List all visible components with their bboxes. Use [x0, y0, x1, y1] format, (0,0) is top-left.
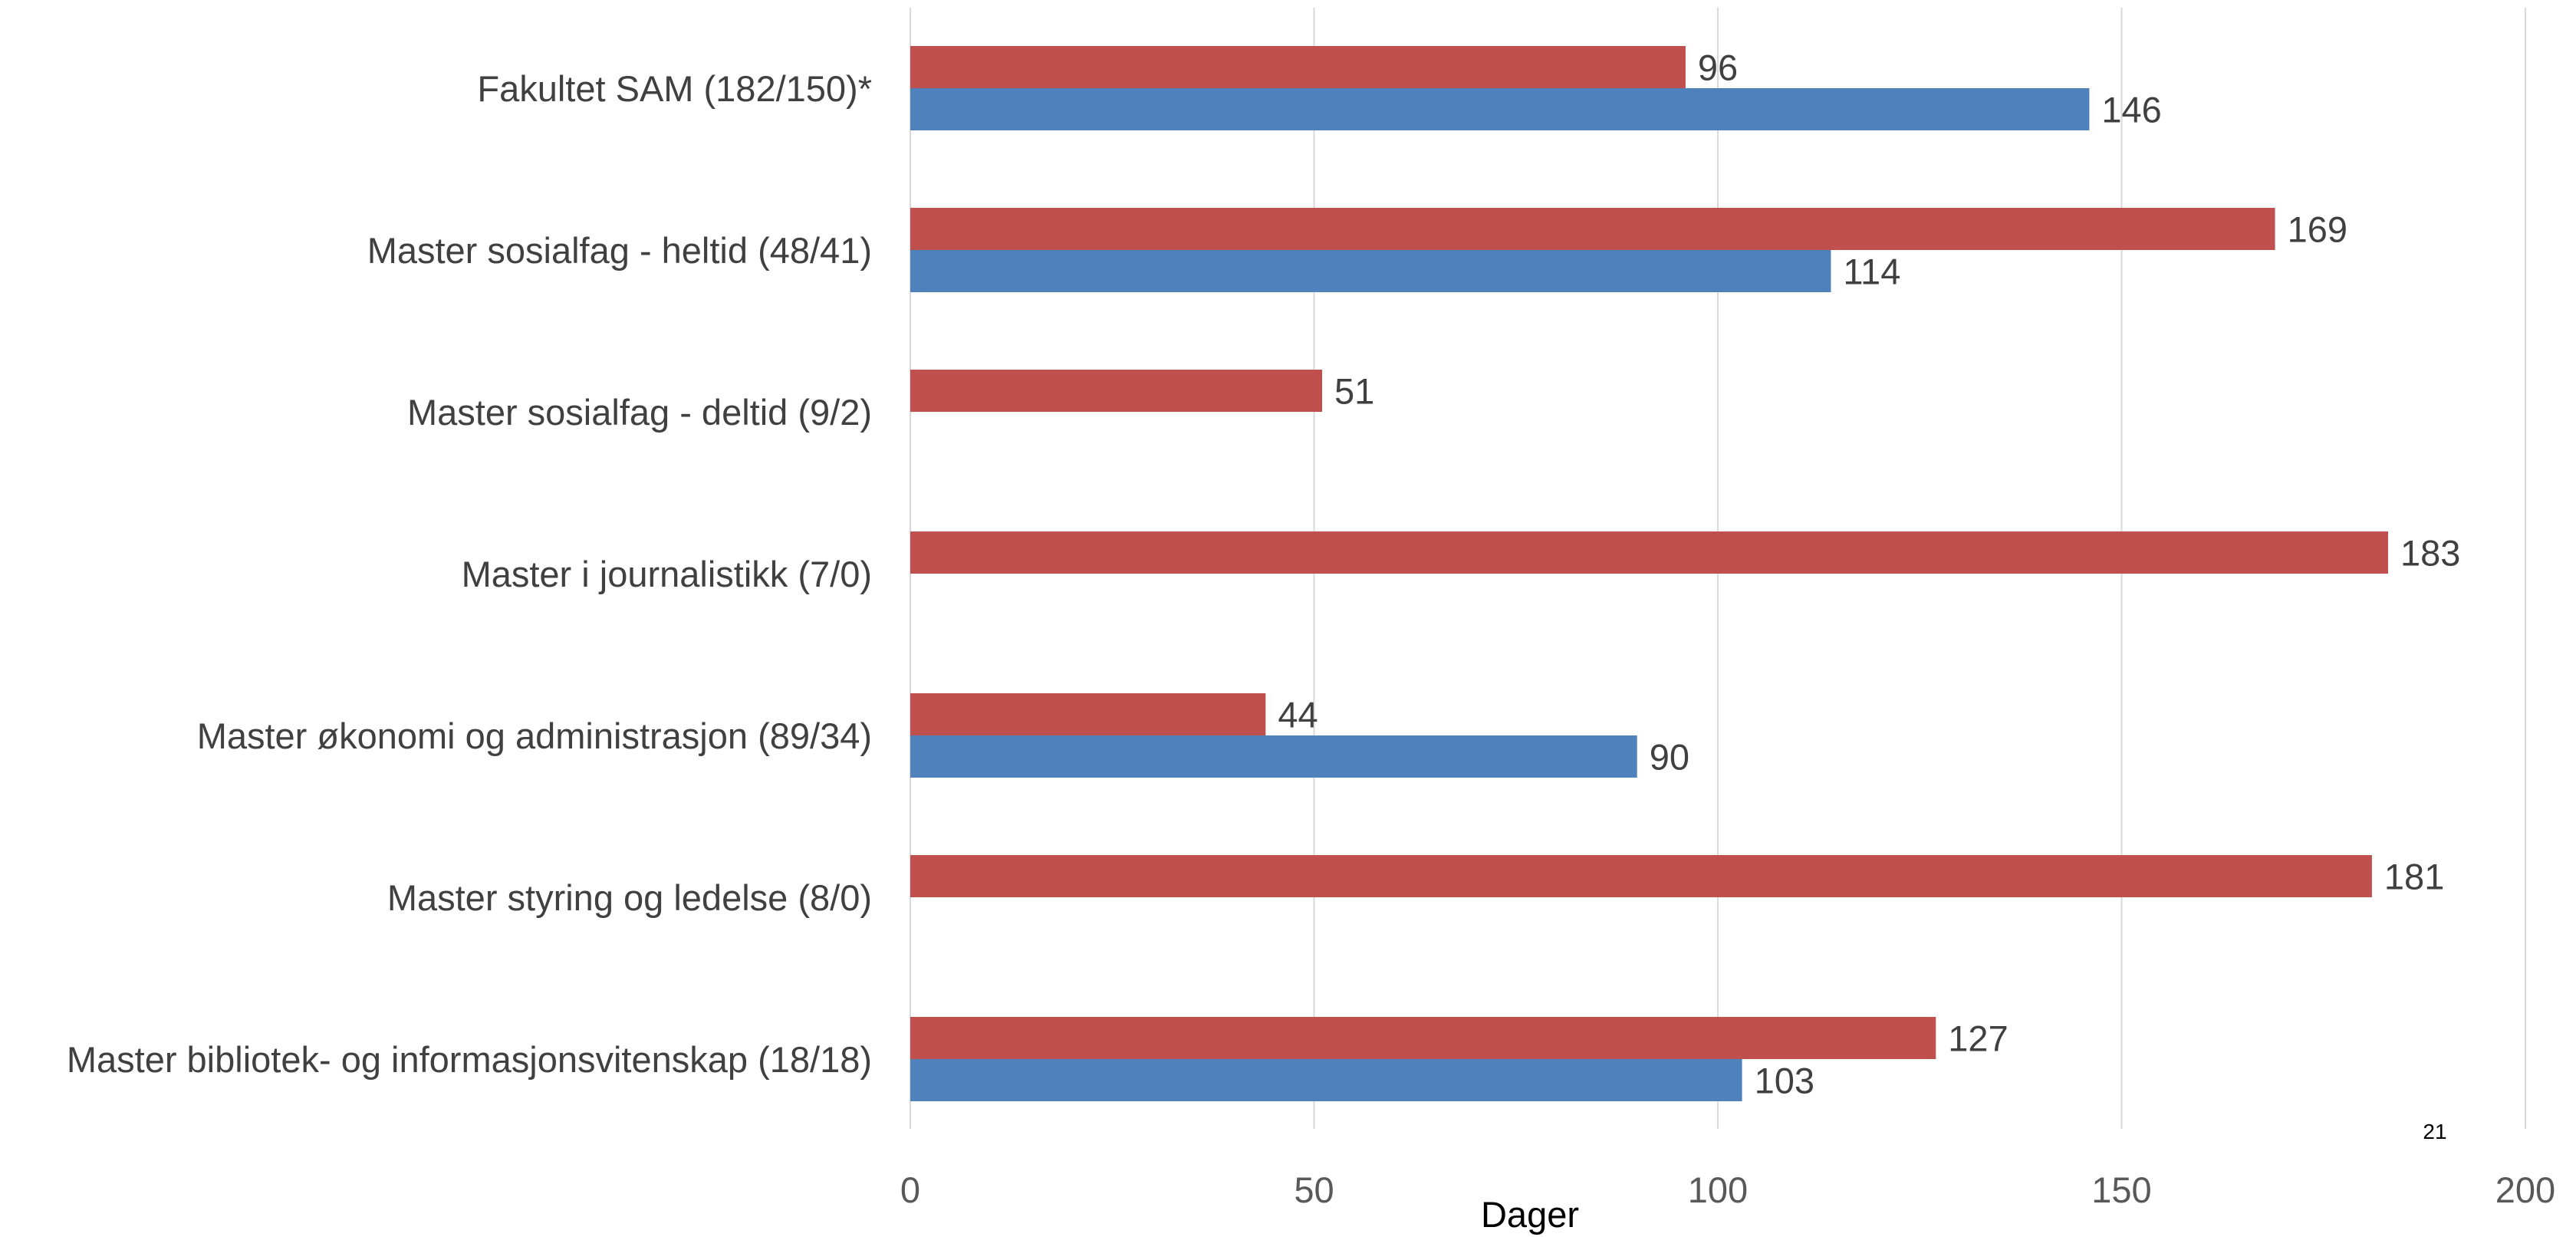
bar [910, 370, 1323, 412]
data-label: 127 [1948, 1018, 2008, 1059]
bar [910, 1017, 1936, 1059]
category-labels: Fakultet SAM (182/150)* Master sosialfag … [67, 68, 872, 1080]
x-tick-labels: 0 50 100 150 200 [900, 1170, 2555, 1210]
category-label: Master styring og ledelse (8/0) [387, 877, 872, 918]
bar [910, 855, 2372, 897]
x-tick-label: 100 [1688, 1170, 1748, 1210]
page-number: 21 [2423, 1120, 2446, 1143]
data-label: 44 [1278, 695, 1318, 735]
data-labels: 96 146 169 114 51 183 44 90 181 127 103 [1278, 48, 2460, 1101]
data-label: 169 [2288, 209, 2347, 250]
x-tick-label: 50 [1294, 1170, 1334, 1210]
data-label: 90 [1650, 737, 1689, 778]
data-label: 51 [1334, 371, 1374, 412]
bar [910, 46, 1686, 88]
bar [910, 531, 2388, 574]
category-label: Master bibliotek- og informasjonsvitensk… [67, 1039, 872, 1080]
data-label: 114 [1843, 252, 1900, 292]
x-axis-title: Dager [1481, 1194, 1579, 1235]
category-label: Master sosialfag - deltid (9/2) [407, 392, 872, 433]
x-tick-label: 0 [900, 1170, 920, 1210]
bar [910, 88, 2090, 130]
category-label: Master økonomi og administrasjon (89/34) [197, 716, 872, 756]
category-label: Master sosialfag - heltid (48/41) [367, 230, 872, 271]
bar [910, 250, 1831, 292]
category-label: Fakultet SAM (182/150)* [477, 68, 872, 109]
category-label: Master i journalistikk (7/0) [462, 554, 872, 594]
data-label: 181 [2384, 857, 2444, 897]
x-tick-label: 150 [2091, 1170, 2151, 1210]
bars [910, 46, 2388, 1101]
bar [910, 1059, 1742, 1101]
data-label: 103 [1755, 1061, 1814, 1101]
data-label: 96 [1698, 48, 1738, 88]
data-label: 183 [2400, 533, 2460, 574]
bar [910, 693, 1266, 735]
bar [910, 735, 1637, 778]
data-label: 146 [2101, 90, 2161, 130]
x-tick-label: 200 [2495, 1170, 2555, 1210]
bar [910, 208, 2275, 250]
